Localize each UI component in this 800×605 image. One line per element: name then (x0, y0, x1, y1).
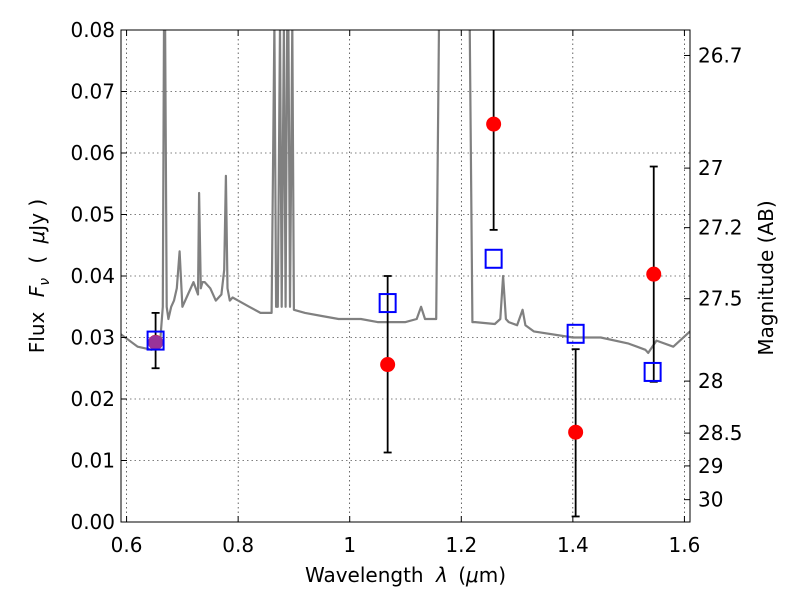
observed-points (148, 116, 662, 440)
y-tick-label: 0.05 (70, 203, 115, 227)
observed-point (380, 357, 396, 373)
y-axis-label: Flux Fν ( μJy ) (25, 199, 54, 353)
y2-tick-label: 26.7 (698, 43, 743, 67)
y-tick-label: 0.08 (70, 18, 115, 42)
model-spectrum (121, 30, 690, 354)
spectrum-line (121, 30, 690, 354)
grid (121, 29, 690, 523)
x-axis-label: Wavelength λ (μm) (305, 563, 506, 587)
right-axis-label: Magnitude (AB) (754, 200, 778, 355)
y-tick-label: 0.07 (70, 80, 115, 104)
model-square (643, 361, 662, 382)
observed-point (646, 266, 662, 282)
model-square (146, 330, 165, 351)
x-tick-label: 1.2 (445, 533, 477, 557)
model-square (566, 323, 585, 344)
y2-tick-label: 27 (698, 156, 723, 180)
y2-tick-label: 27.5 (698, 287, 743, 311)
y-tick-label: 0.03 (70, 326, 115, 350)
x-tick-label: 0.8 (222, 533, 254, 557)
observed-point (568, 424, 584, 440)
y2-tick-label: 30 (698, 488, 723, 512)
y-tick-label: 0.02 (70, 387, 115, 411)
y2-tick-label: 29 (698, 454, 723, 478)
y2-tick-label: 28.5 (698, 421, 743, 445)
y2-tick-label: 28 (698, 369, 723, 393)
x-tick-label: 1.6 (669, 533, 701, 557)
model-square (484, 248, 503, 269)
y2-tick-label: 27.2 (698, 216, 743, 240)
overlap-point (148, 335, 164, 351)
model-squares (146, 248, 662, 382)
observed-point (486, 116, 502, 132)
model-square (378, 293, 397, 314)
x-tick-label: 0.6 (111, 533, 143, 557)
x-tick-label: 1.4 (557, 533, 589, 557)
y-tick-label: 0.06 (70, 141, 115, 165)
x-tick-label: 1 (343, 533, 356, 557)
ticks (121, 29, 690, 523)
y-tick-label: 0.01 (70, 449, 115, 473)
tick-labels: 0.6 0.8 1 1.2 1.4 1.6 0.00 0.01 0.02 0.03 0.04 0.05… (70, 18, 742, 557)
y-tick-label: 0.04 (70, 264, 115, 288)
y-tick-label: 0.00 (70, 510, 115, 534)
